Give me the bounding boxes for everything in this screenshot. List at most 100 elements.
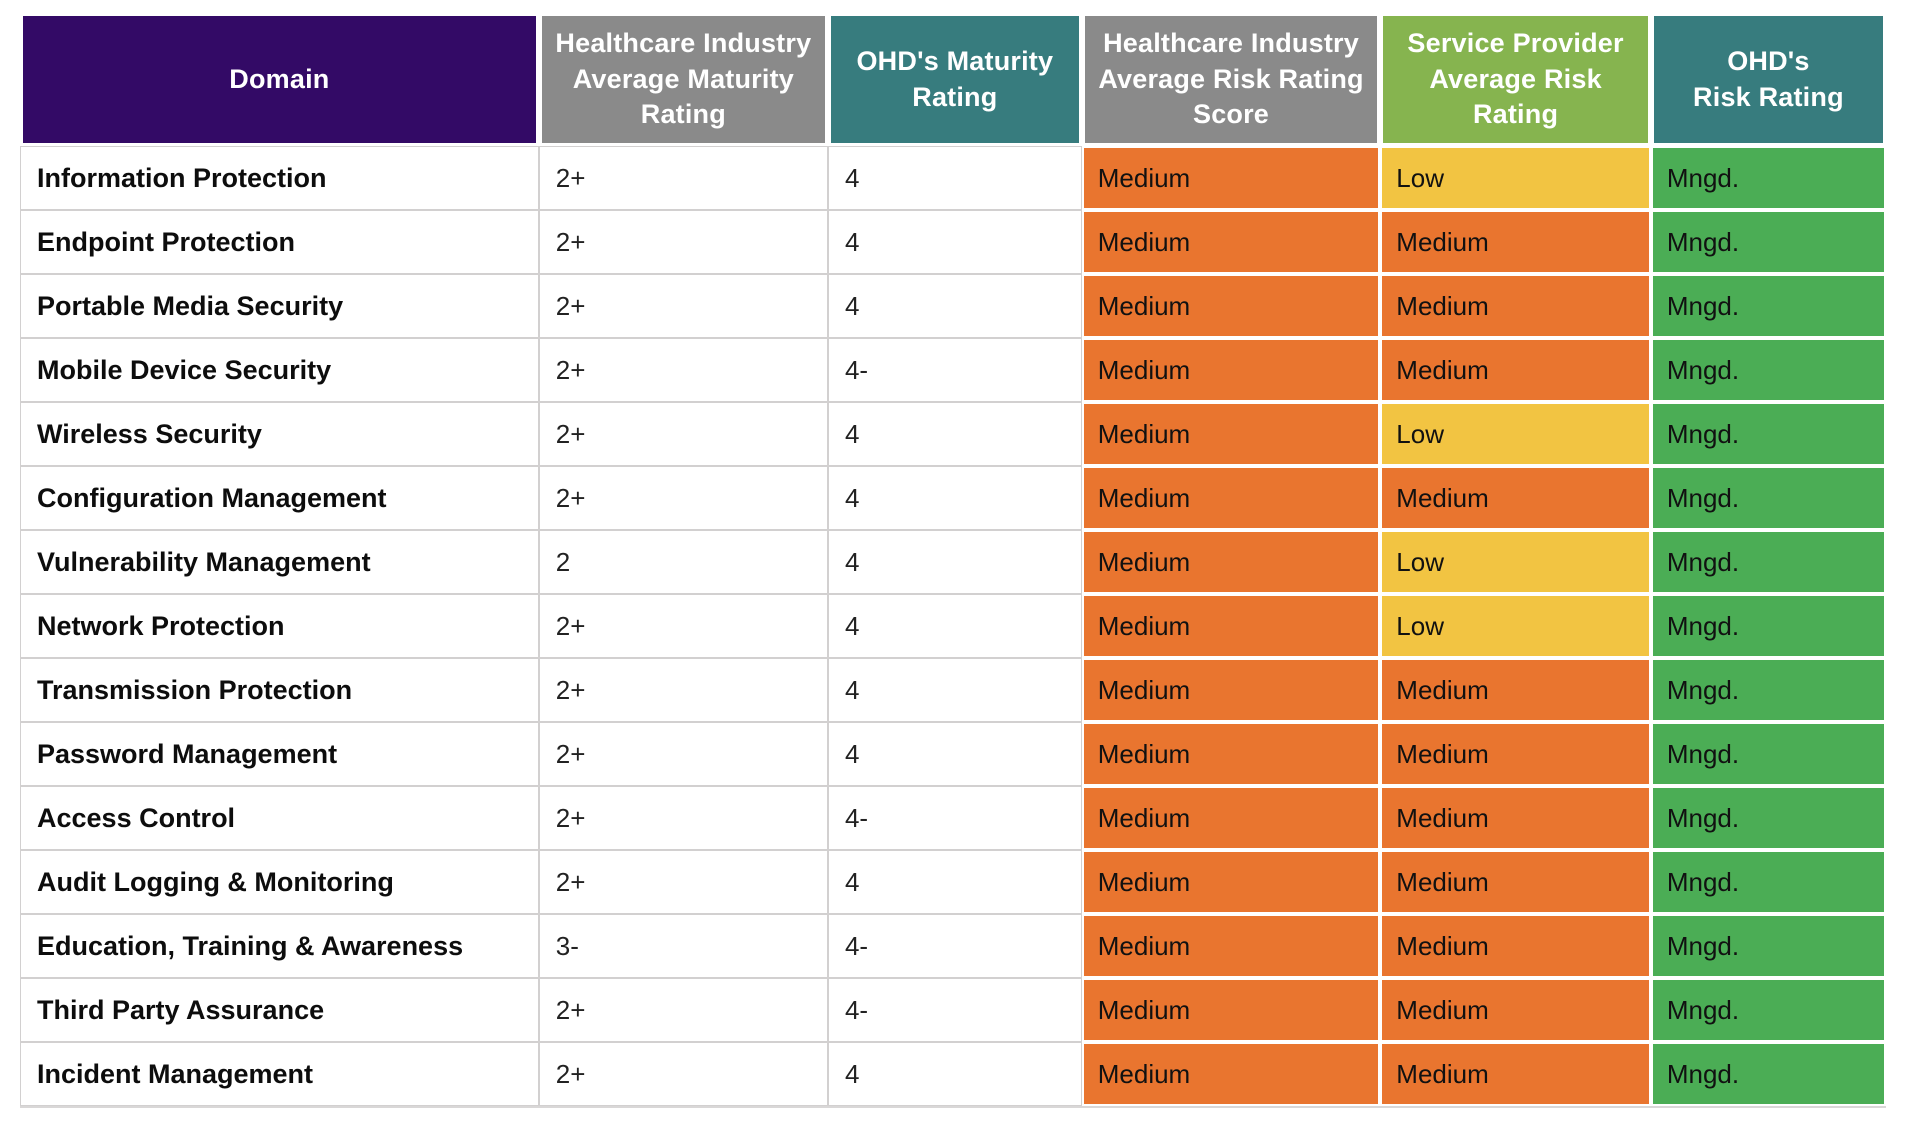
- cell-industry-average-maturity: 2+: [538, 658, 828, 722]
- table-row: Audit Logging & Monitoring 2+ 4 Medium M…: [20, 850, 1886, 914]
- cell-ohd-risk: Mngd.: [1650, 786, 1886, 850]
- cell-ohd-maturity: 4: [827, 722, 1082, 786]
- column-header-industry-average-risk-score: Healthcare Industry Average Risk Rating …: [1081, 13, 1381, 146]
- cell-ohd-maturity: 4: [827, 274, 1082, 338]
- table-row: Portable Media Security 2+ 4 Medium Medi…: [20, 274, 1886, 338]
- cell-industry-average-risk: Medium: [1081, 978, 1381, 1042]
- cell-domain: Configuration Management: [20, 466, 539, 530]
- cell-ohd-risk: Mngd.: [1650, 146, 1886, 210]
- cell-industry-average-maturity: 2+: [538, 1042, 828, 1106]
- cell-industry-average-maturity: 2+: [538, 210, 828, 274]
- cell-industry-average-maturity: 2+: [538, 146, 828, 210]
- cell-industry-average-maturity: 2+: [538, 850, 828, 914]
- cell-domain: Access Control: [20, 786, 539, 850]
- risk-rating-table: Domain Healthcare Industry Average Matur…: [20, 13, 1886, 1106]
- cell-industry-average-risk: Medium: [1081, 402, 1381, 466]
- cell-ohd-risk: Mngd.: [1650, 274, 1886, 338]
- cell-service-provider-risk: Medium: [1380, 978, 1651, 1042]
- cell-domain: Third Party Assurance: [20, 978, 539, 1042]
- cell-ohd-risk: Mngd.: [1650, 402, 1886, 466]
- cell-ohd-maturity: 4: [827, 1042, 1082, 1106]
- cell-industry-average-risk: Medium: [1081, 658, 1381, 722]
- cell-ohd-maturity: 4: [827, 850, 1082, 914]
- cell-ohd-maturity: 4: [827, 466, 1082, 530]
- cell-domain: Portable Media Security: [20, 274, 539, 338]
- cell-service-provider-risk: Low: [1380, 402, 1651, 466]
- cell-ohd-maturity: 4: [827, 402, 1082, 466]
- cell-industry-average-risk: Medium: [1081, 210, 1381, 274]
- cell-industry-average-risk: Medium: [1081, 466, 1381, 530]
- cell-industry-average-risk: Medium: [1081, 722, 1381, 786]
- cell-industry-average-maturity: 2+: [538, 594, 828, 658]
- cell-industry-average-risk: Medium: [1081, 594, 1381, 658]
- table-row: Wireless Security 2+ 4 Medium Low Mngd.: [20, 402, 1886, 466]
- cell-domain: Network Protection: [20, 594, 539, 658]
- table-row: Transmission Protection 2+ 4 Medium Medi…: [20, 658, 1886, 722]
- cell-service-provider-risk: Low: [1380, 594, 1651, 658]
- cell-ohd-risk: Mngd.: [1650, 722, 1886, 786]
- cell-service-provider-risk: Low: [1380, 530, 1651, 594]
- cell-industry-average-maturity: 2+: [538, 402, 828, 466]
- cell-domain: Incident Management: [20, 1042, 539, 1106]
- cell-service-provider-risk: Medium: [1380, 850, 1651, 914]
- cell-industry-average-risk: Medium: [1081, 338, 1381, 402]
- table-row: Network Protection 2+ 4 Medium Low Mngd.: [20, 594, 1886, 658]
- cell-domain: Wireless Security: [20, 402, 539, 466]
- cell-domain: Education, Training & Awareness: [20, 914, 539, 978]
- cell-ohd-maturity: 4-: [827, 786, 1082, 850]
- cell-ohd-risk: Mngd.: [1650, 210, 1886, 274]
- cell-service-provider-risk: Medium: [1380, 274, 1651, 338]
- cell-service-provider-risk: Medium: [1380, 338, 1651, 402]
- table-row: Vulnerability Management 2 4 Medium Low …: [20, 530, 1886, 594]
- column-header-industry-average-maturity: Healthcare Industry Average Maturity Rat…: [538, 13, 828, 146]
- cell-industry-average-risk: Medium: [1081, 146, 1381, 210]
- cell-ohd-maturity: 4-: [827, 338, 1082, 402]
- cell-ohd-maturity: 4: [827, 530, 1082, 594]
- cell-ohd-maturity: 4: [827, 210, 1082, 274]
- cell-ohd-risk: Mngd.: [1650, 978, 1886, 1042]
- cell-industry-average-risk: Medium: [1081, 530, 1381, 594]
- cell-service-provider-risk: Medium: [1380, 722, 1651, 786]
- table-row: Mobile Device Security 2+ 4- Medium Medi…: [20, 338, 1886, 402]
- column-header-service-provider-average-risk: Service Provider Average Risk Rating: [1380, 13, 1651, 146]
- cell-service-provider-risk: Medium: [1380, 786, 1651, 850]
- cell-service-provider-risk: Medium: [1380, 1042, 1651, 1106]
- table-row: Incident Management 2+ 4 Medium Medium M…: [20, 1042, 1886, 1106]
- cell-service-provider-risk: Low: [1380, 146, 1651, 210]
- cell-industry-average-risk: Medium: [1081, 1042, 1381, 1106]
- table-header: Domain Healthcare Industry Average Matur…: [20, 13, 1886, 146]
- cell-industry-average-risk: Medium: [1081, 786, 1381, 850]
- cell-industry-average-risk: Medium: [1081, 274, 1381, 338]
- cell-industry-average-maturity: 2+: [538, 722, 828, 786]
- table-row: Configuration Management 2+ 4 Medium Med…: [20, 466, 1886, 530]
- cell-ohd-maturity: 4-: [827, 914, 1082, 978]
- cell-ohd-risk: Mngd.: [1650, 1042, 1886, 1106]
- cell-industry-average-maturity: 2+: [538, 274, 828, 338]
- cell-domain: Information Protection: [20, 146, 539, 210]
- cell-service-provider-risk: Medium: [1380, 210, 1651, 274]
- cell-ohd-maturity: 4-: [827, 978, 1082, 1042]
- table-row: Endpoint Protection 2+ 4 Medium Medium M…: [20, 210, 1886, 274]
- table-row: Education, Training & Awareness 3- 4- Me…: [20, 914, 1886, 978]
- column-header-domain: Domain: [20, 13, 539, 146]
- cell-industry-average-risk: Medium: [1081, 914, 1381, 978]
- cell-service-provider-risk: Medium: [1380, 658, 1651, 722]
- cell-domain: Transmission Protection: [20, 658, 539, 722]
- cell-ohd-risk: Mngd.: [1650, 850, 1886, 914]
- cell-service-provider-risk: Medium: [1380, 466, 1651, 530]
- cell-domain: Password Management: [20, 722, 539, 786]
- table-row: Access Control 2+ 4- Medium Medium Mngd.: [20, 786, 1886, 850]
- column-header-ohd-risk: OHD's Risk Rating: [1650, 13, 1886, 146]
- cell-ohd-risk: Mngd.: [1650, 530, 1886, 594]
- cell-ohd-maturity: 4: [827, 594, 1082, 658]
- column-header-ohd-maturity: OHD's Maturity Rating: [827, 13, 1082, 146]
- cell-domain: Vulnerability Management: [20, 530, 539, 594]
- cell-ohd-risk: Mngd.: [1650, 914, 1886, 978]
- cell-ohd-risk: Mngd.: [1650, 658, 1886, 722]
- cell-industry-average-maturity: 2+: [538, 466, 828, 530]
- cell-industry-average-maturity: 2+: [538, 978, 828, 1042]
- cell-ohd-risk: Mngd.: [1650, 466, 1886, 530]
- cell-ohd-risk: Mngd.: [1650, 594, 1886, 658]
- cell-domain: Endpoint Protection: [20, 210, 539, 274]
